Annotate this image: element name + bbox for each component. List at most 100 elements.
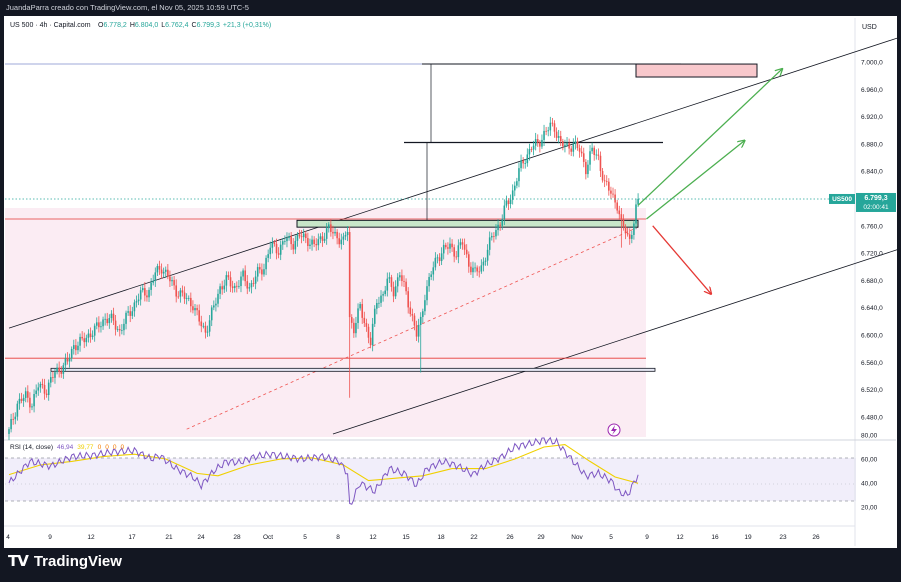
candle-body xyxy=(286,238,288,242)
candle-body xyxy=(265,257,267,270)
candle-body xyxy=(75,345,77,351)
time-tick-label: 18 xyxy=(437,534,445,541)
candle-body xyxy=(39,383,42,388)
candle-body xyxy=(137,299,140,302)
candle-body xyxy=(154,272,157,281)
candle-body xyxy=(490,235,493,238)
candle-body xyxy=(284,241,286,242)
candle-body xyxy=(327,224,330,229)
candle-body xyxy=(35,390,37,394)
candle-body xyxy=(564,144,566,147)
candle-body xyxy=(10,418,12,430)
ohlc-l-label: L xyxy=(161,22,165,29)
time-tick-label: 21 xyxy=(165,534,173,541)
candle-body xyxy=(279,244,282,255)
candle-body xyxy=(156,266,159,273)
candle-body xyxy=(194,308,196,311)
price-tag-symbol: US500 xyxy=(832,196,852,203)
time-tick-label: 12 xyxy=(87,534,95,541)
candle-body xyxy=(150,282,152,290)
candle-body xyxy=(528,149,531,155)
candle-body xyxy=(484,260,487,262)
candle-body xyxy=(367,326,370,338)
candle-body xyxy=(539,142,541,147)
candle-body xyxy=(392,286,395,297)
time-tick-label: 19 xyxy=(744,534,752,541)
candle-body xyxy=(98,322,100,328)
candle-body xyxy=(513,185,516,191)
candle-body xyxy=(8,429,10,434)
candle-body xyxy=(231,286,234,289)
candle-body xyxy=(616,202,618,211)
symbol-line: US 500 · 4h · Capital.com xyxy=(10,22,91,29)
candle-body xyxy=(179,290,182,297)
time-tick-label: 12 xyxy=(676,534,684,541)
candle-body xyxy=(202,325,205,327)
candle-body xyxy=(599,155,602,172)
candle-body xyxy=(608,181,610,191)
rsi-extra-1: 0 xyxy=(105,444,109,451)
candle-body xyxy=(139,290,142,300)
candle-body xyxy=(355,322,357,334)
candle-body xyxy=(442,244,445,254)
rsi-tick-label: 40,00 xyxy=(861,481,878,488)
lightning-icon[interactable] xyxy=(607,423,621,437)
candle-body xyxy=(344,235,347,237)
candle-body xyxy=(250,283,253,288)
time-tick-label: 28 xyxy=(233,534,241,541)
candle-body xyxy=(24,391,27,398)
price-tag: US500 6.799,3 02:00:41 xyxy=(829,192,896,212)
candle-body xyxy=(526,154,529,164)
range-shade xyxy=(5,208,646,437)
candle-body xyxy=(605,181,608,182)
candle-body xyxy=(476,267,478,272)
candle-body xyxy=(415,325,418,337)
candle-body xyxy=(551,122,554,124)
candle-body xyxy=(516,181,518,186)
price-tick-label: 6.600,0 xyxy=(861,333,883,340)
candle-body xyxy=(321,236,324,241)
candle-body xyxy=(319,236,322,240)
ohlc-l-value: 6.762,4 xyxy=(165,22,188,29)
candle-body xyxy=(135,301,138,303)
candle-body xyxy=(451,243,453,248)
candle-body xyxy=(603,180,606,182)
candle-body xyxy=(390,277,393,287)
candle-body xyxy=(620,214,623,220)
candle-body xyxy=(407,291,409,308)
candle-body xyxy=(461,242,464,245)
price-tick-label: 7.000,0 xyxy=(861,60,883,67)
candle-body xyxy=(405,281,407,292)
candle-body xyxy=(401,275,403,281)
candle-body xyxy=(60,371,63,374)
candle-body xyxy=(167,269,169,277)
candle-body xyxy=(269,247,272,255)
candle-body xyxy=(302,233,305,238)
candle-body xyxy=(315,244,318,246)
candle-body xyxy=(342,236,345,240)
candle-body xyxy=(330,224,332,232)
candle-body xyxy=(436,257,439,259)
candle-body xyxy=(171,280,173,282)
candle-body xyxy=(520,160,522,169)
price-tick-label: 6.920,0 xyxy=(861,114,883,121)
candle-body xyxy=(449,243,451,249)
candle-body xyxy=(298,234,301,237)
candle-body xyxy=(376,302,378,309)
candle-body xyxy=(396,277,399,287)
candle-body xyxy=(572,143,575,152)
candle-body xyxy=(54,372,56,378)
price-tick-label: 6.840,0 xyxy=(861,169,883,176)
candle-body xyxy=(369,337,372,346)
candle-body xyxy=(497,224,499,231)
candle-body xyxy=(637,198,639,205)
candle-body xyxy=(79,336,81,346)
candle-body xyxy=(267,254,269,258)
price-tick-label: 6.480,0 xyxy=(861,414,883,421)
candle-body xyxy=(382,294,384,296)
candle-body xyxy=(424,300,426,312)
candle-body xyxy=(45,393,48,395)
candle-body xyxy=(233,285,236,289)
